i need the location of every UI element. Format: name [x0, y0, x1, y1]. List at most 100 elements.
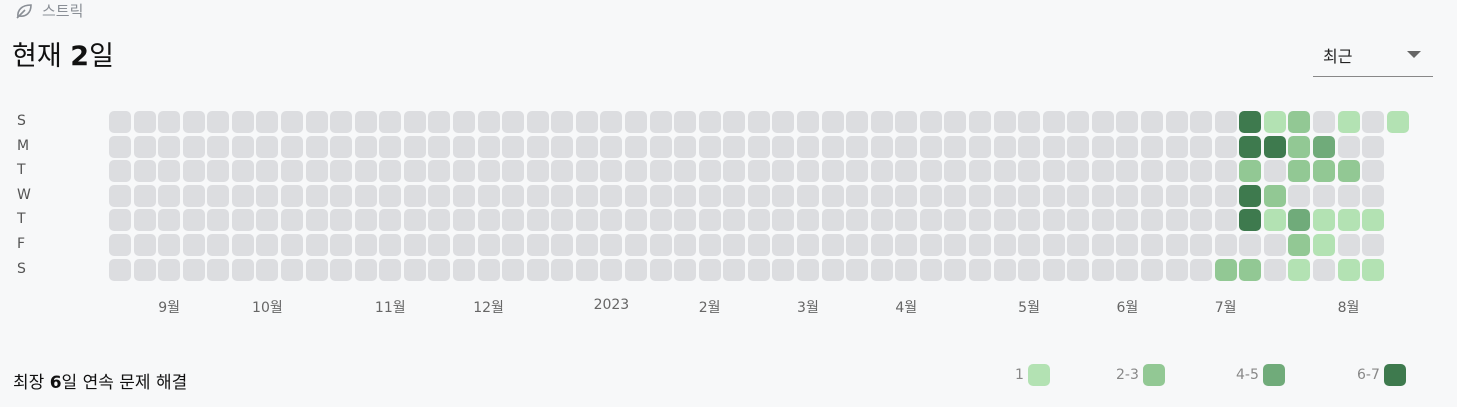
heatmap-cell[interactable] [846, 135, 869, 158]
heatmap-cell[interactable] [649, 184, 672, 207]
heatmap-cell[interactable] [796, 209, 819, 232]
heatmap-cell[interactable] [1140, 160, 1163, 183]
heatmap-cell[interactable] [1312, 111, 1335, 133]
heatmap-cell[interactable] [502, 135, 525, 158]
heatmap-cell[interactable] [1263, 258, 1286, 281]
heatmap-cell[interactable] [624, 135, 647, 158]
heatmap-cell[interactable] [723, 234, 746, 256]
heatmap-cell[interactable] [796, 111, 819, 133]
heatmap-cell[interactable] [944, 135, 967, 158]
heatmap-cell[interactable] [821, 184, 844, 207]
heatmap-cell[interactable] [1165, 184, 1188, 207]
heatmap-cell[interactable] [1165, 135, 1188, 158]
heatmap-cell[interactable] [846, 111, 869, 133]
heatmap-cell[interactable] [747, 258, 770, 281]
heatmap-cell[interactable] [452, 135, 475, 158]
heatmap-cell[interactable] [1018, 184, 1041, 207]
heatmap-cell[interactable] [575, 160, 598, 183]
heatmap-cell[interactable] [870, 209, 893, 232]
heatmap-cell[interactable] [919, 160, 942, 183]
heatmap-cell[interactable] [280, 160, 303, 183]
heatmap-cell[interactable] [280, 234, 303, 256]
heatmap-cell[interactable] [1190, 160, 1213, 183]
heatmap-cell[interactable] [846, 209, 869, 232]
heatmap-cell[interactable] [452, 160, 475, 183]
heatmap-cell[interactable] [649, 234, 672, 256]
heatmap-cell[interactable] [723, 160, 746, 183]
heatmap-cell[interactable] [502, 258, 525, 281]
heatmap-cell[interactable] [772, 160, 795, 183]
heatmap-cell[interactable] [1091, 184, 1114, 207]
heatmap-cell[interactable] [1239, 184, 1262, 207]
heatmap-cell[interactable] [1263, 209, 1286, 232]
heatmap-cell[interactable] [698, 160, 721, 183]
heatmap-cell[interactable] [1042, 111, 1065, 133]
heatmap-cell[interactable] [1214, 234, 1237, 256]
heatmap-cell[interactable] [256, 111, 279, 133]
heatmap-cell[interactable] [452, 258, 475, 281]
heatmap-cell[interactable] [575, 209, 598, 232]
heatmap-cell[interactable] [109, 111, 131, 133]
heatmap-cell[interactable] [207, 209, 230, 232]
heatmap-cell[interactable] [944, 160, 967, 183]
heatmap-cell[interactable] [944, 258, 967, 281]
heatmap-cell[interactable] [968, 209, 991, 232]
heatmap-cell[interactable] [993, 160, 1016, 183]
heatmap-cell[interactable] [1116, 258, 1139, 281]
heatmap-cell[interactable] [747, 111, 770, 133]
heatmap-cell[interactable] [207, 160, 230, 183]
heatmap-cell[interactable] [772, 209, 795, 232]
heatmap-cell[interactable] [477, 234, 500, 256]
heatmap-cell[interactable] [600, 209, 623, 232]
heatmap-cell[interactable] [649, 209, 672, 232]
heatmap-cell[interactable] [1190, 184, 1213, 207]
heatmap-cell[interactable] [354, 160, 377, 183]
heatmap-cell[interactable] [330, 111, 353, 133]
heatmap-cell[interactable] [182, 209, 205, 232]
heatmap-cell[interactable] [649, 258, 672, 281]
heatmap-cell[interactable] [1214, 258, 1237, 281]
heatmap-cell[interactable] [1042, 135, 1065, 158]
heatmap-cell[interactable] [895, 184, 918, 207]
heatmap-cell[interactable] [551, 234, 574, 256]
heatmap-cell[interactable] [1067, 184, 1090, 207]
heatmap-cell[interactable] [133, 111, 156, 133]
heatmap-cell[interactable] [305, 258, 328, 281]
heatmap-cell[interactable] [502, 160, 525, 183]
heatmap-cell[interactable] [1288, 160, 1311, 183]
heatmap-cell[interactable] [674, 258, 697, 281]
heatmap-cell[interactable] [379, 258, 402, 281]
heatmap-cell[interactable] [624, 184, 647, 207]
heatmap-cell[interactable] [1165, 234, 1188, 256]
heatmap-cell[interactable] [477, 184, 500, 207]
heatmap-cell[interactable] [723, 258, 746, 281]
heatmap-cell[interactable] [207, 258, 230, 281]
heatmap-cell[interactable] [1288, 111, 1311, 133]
heatmap-cell[interactable] [944, 184, 967, 207]
heatmap-cell[interactable] [674, 234, 697, 256]
heatmap-cell[interactable] [870, 258, 893, 281]
heatmap-cell[interactable] [379, 160, 402, 183]
heatmap-cell[interactable] [821, 160, 844, 183]
heatmap-cell[interactable] [575, 258, 598, 281]
heatmap-cell[interactable] [723, 184, 746, 207]
heatmap-cell[interactable] [1214, 160, 1237, 183]
heatmap-cell[interactable] [1140, 258, 1163, 281]
heatmap-cell[interactable] [280, 258, 303, 281]
heatmap-cell[interactable] [452, 209, 475, 232]
heatmap-cell[interactable] [1140, 234, 1163, 256]
heatmap-cell[interactable] [1312, 258, 1335, 281]
heatmap-cell[interactable] [182, 111, 205, 133]
heatmap-cell[interactable] [968, 111, 991, 133]
heatmap-cell[interactable] [109, 234, 131, 256]
heatmap-cell[interactable] [698, 209, 721, 232]
heatmap-cell[interactable] [649, 135, 672, 158]
heatmap-cell[interactable] [354, 135, 377, 158]
heatmap-cell[interactable] [354, 184, 377, 207]
heatmap-cell[interactable] [747, 160, 770, 183]
heatmap-cell[interactable] [1116, 209, 1139, 232]
heatmap-cell[interactable] [354, 111, 377, 133]
heatmap-cell[interactable] [1091, 160, 1114, 183]
heatmap-cell[interactable] [231, 111, 254, 133]
heatmap-cell[interactable] [674, 160, 697, 183]
